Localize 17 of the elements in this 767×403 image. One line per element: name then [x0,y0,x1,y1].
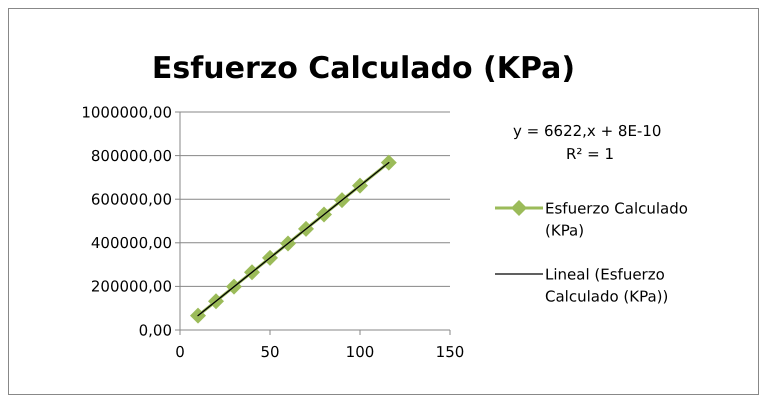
legend-label: Lineal (Esfuerzo Calculado (KPa)) [545,265,668,306]
text: R² = 1 [566,145,614,163]
y-tick-label: 400000,00 [90,234,172,252]
legend-label: Esfuerzo Calculado (KPa) [545,199,688,240]
x-tick-label: 100 [346,343,374,361]
text: y = 6622,x + 8E-10 [513,122,662,140]
y-tick-label: 600000,00 [90,190,172,208]
point [380,154,397,171]
y-tick-label: 0,00 [138,321,172,340]
chart-title: Esfuerzo Calculado (KPa) [152,51,576,86]
x-tick-label: 0 [175,343,185,361]
y-tick-label: 1000000,00 [81,103,172,122]
point [190,308,206,324]
x-tick-label: 150 [436,343,464,361]
y-tick-label: 800000,00 [90,146,172,165]
x-tick-label: 50 [260,343,280,361]
y-tick-label: 200000,00 [90,278,172,296]
